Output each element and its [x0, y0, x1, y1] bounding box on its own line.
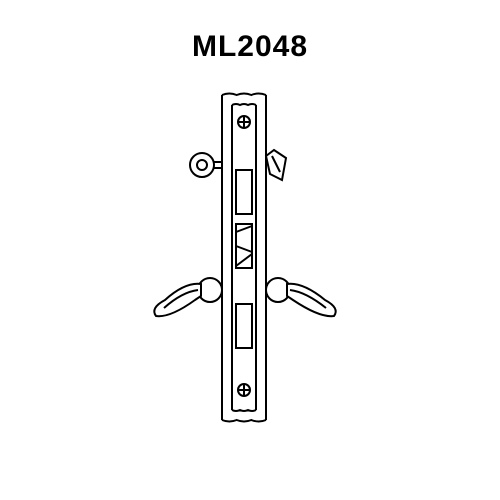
lock-diagram-svg [0, 0, 500, 500]
product-diagram-container: ML2048 [0, 0, 500, 500]
